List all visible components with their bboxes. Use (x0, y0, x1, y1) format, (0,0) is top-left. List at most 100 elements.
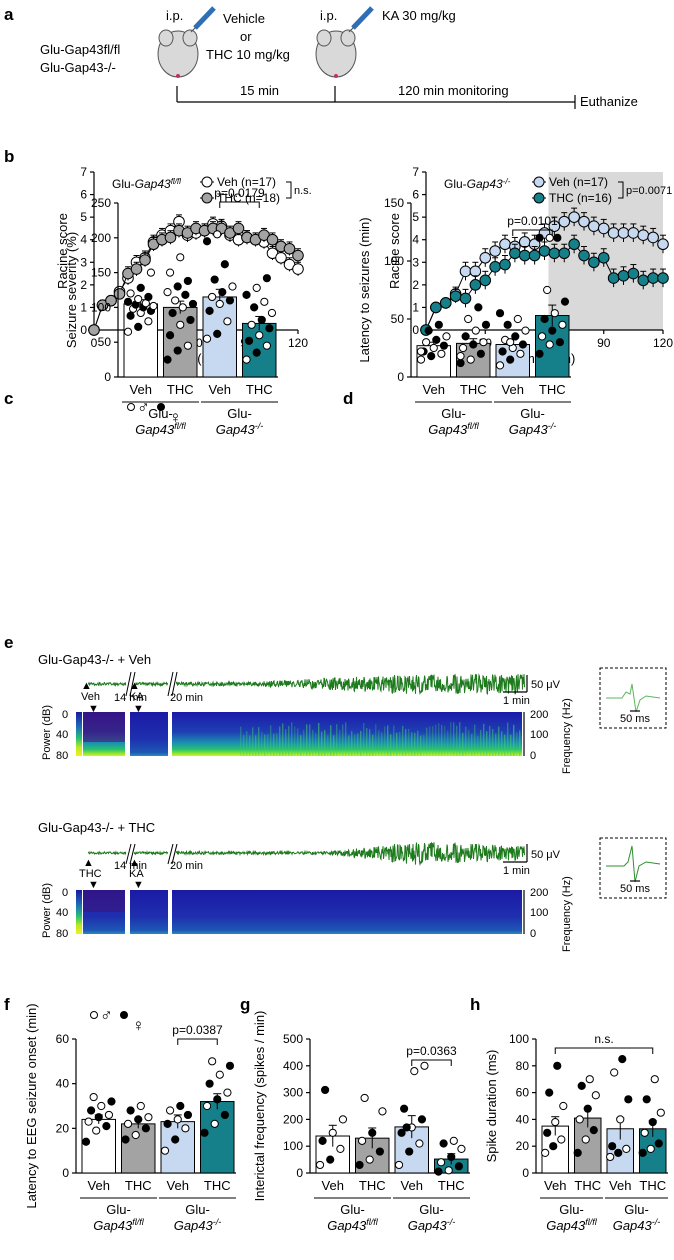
spectrogram-streak (486, 731, 488, 756)
data-point (144, 317, 153, 326)
data-point (97, 1101, 106, 1111)
spectrogram-streak (399, 731, 401, 756)
data-point (134, 322, 143, 331)
data-point (439, 341, 449, 350)
data-point (220, 260, 229, 269)
data-point (537, 332, 547, 341)
data-point (479, 274, 492, 287)
marker-thc-arrow-up: ▲ (83, 857, 94, 869)
data-point (375, 1147, 384, 1156)
data-point (516, 349, 525, 358)
data-point (585, 1075, 594, 1084)
data-point (538, 245, 551, 257)
spectrogram-thc-baseline-overlay (83, 890, 125, 912)
data-point (321, 1085, 330, 1095)
data-point (442, 332, 451, 341)
marker-ka-label-1: KA (129, 691, 144, 703)
x-tick-label: 120 (653, 336, 673, 350)
data-point (131, 1130, 140, 1140)
data-point (646, 1144, 655, 1153)
spectrogram-streak (375, 724, 377, 756)
data-point (144, 1113, 153, 1122)
euthanize-label: Euthanize (580, 94, 638, 109)
marker-ka-label-2: KA (129, 868, 144, 880)
data-point (134, 1115, 143, 1124)
legend-label: Veh (n=17) (217, 175, 276, 189)
data-point (141, 1124, 150, 1133)
spectrogram-streak (462, 732, 464, 756)
or-label: or (240, 29, 252, 44)
spectrogram-streak (477, 735, 479, 756)
interval-15-label: 15 min (240, 83, 279, 98)
spectrogram-streak (297, 728, 299, 756)
marker-ka-arrow-down-2: ▼ (133, 879, 144, 891)
data-point (365, 1155, 374, 1164)
data-point (252, 283, 261, 293)
spectrogram-streak (432, 726, 434, 756)
spectrogram-veh-baseline-overlay (83, 712, 125, 742)
spectrogram-streak (240, 726, 242, 756)
data-point (173, 346, 182, 355)
data-point (126, 311, 135, 320)
y-tick-label: 2 (412, 278, 419, 292)
spectrogram-streak (348, 735, 350, 756)
freq-tick-0-veh: 0 (530, 750, 536, 762)
group-label: Glu- (185, 1202, 210, 1217)
data-point (511, 332, 520, 341)
data-point (637, 274, 650, 287)
y-tick-label: 0 (104, 370, 111, 384)
spectrogram-streak (318, 722, 320, 756)
data-point (267, 308, 277, 318)
legend-marker (201, 176, 213, 188)
plot-title: Glu-Gap43-/- (444, 177, 511, 192)
data-point (123, 1119, 133, 1128)
y-tick-label: 200 (283, 1112, 303, 1126)
data-point (88, 324, 100, 336)
eeg-veh-title: Glu-Gap43-/- + Veh (38, 652, 151, 667)
y-tick-label: 60 (56, 1032, 70, 1046)
syringe-1-icon (190, 6, 216, 33)
y-tick-label: 250 (91, 196, 111, 210)
group-genotype-label: Gap43fl/fl (93, 1217, 145, 1233)
spectrogram-streak (264, 734, 266, 756)
y-tick-label: 40 (516, 1112, 530, 1126)
data-point (139, 254, 151, 266)
male-symbol: ♂ (137, 398, 150, 417)
ip-label-1: i.p. (166, 8, 183, 23)
group-genotype-label: Gap43-/- (613, 1217, 661, 1233)
y-tick-label: 5 (412, 210, 419, 224)
spectrogram-streak (372, 734, 374, 756)
data-point (432, 335, 441, 344)
data-point (360, 1093, 369, 1103)
panel-label-d: d (343, 389, 353, 408)
data-point (210, 1119, 219, 1128)
spectrogram-streak (324, 730, 326, 756)
data-point (394, 1160, 404, 1170)
data-point (506, 338, 515, 347)
spectrogram-streak (474, 724, 476, 756)
data-point (368, 1128, 377, 1137)
data-point (545, 1088, 554, 1097)
data-point (591, 1091, 600, 1100)
x-tick-label: Veh (502, 382, 524, 397)
data-point (454, 1162, 463, 1171)
freq-tick-100-veh: 100 (530, 729, 548, 741)
significance-annotation: n.s. (294, 185, 312, 197)
data-point (518, 340, 528, 349)
power-tick-0-veh: 0 (62, 709, 68, 721)
panel-label-f: f (4, 995, 10, 1014)
spectrogram-streak (405, 728, 407, 756)
spectrogram-streak (408, 728, 410, 756)
data-point (336, 1144, 345, 1153)
data-point (318, 1136, 327, 1145)
data-point (606, 1152, 615, 1162)
data-point (262, 341, 271, 350)
group-genotype-label: Gap43fl/fl (135, 421, 187, 437)
data-point (551, 1117, 560, 1127)
data-point (266, 233, 279, 246)
data-point (447, 1152, 456, 1162)
x-tick-label: Veh (88, 1178, 110, 1193)
data-point (548, 326, 557, 335)
data-point (481, 320, 491, 329)
data-point (200, 1128, 209, 1137)
